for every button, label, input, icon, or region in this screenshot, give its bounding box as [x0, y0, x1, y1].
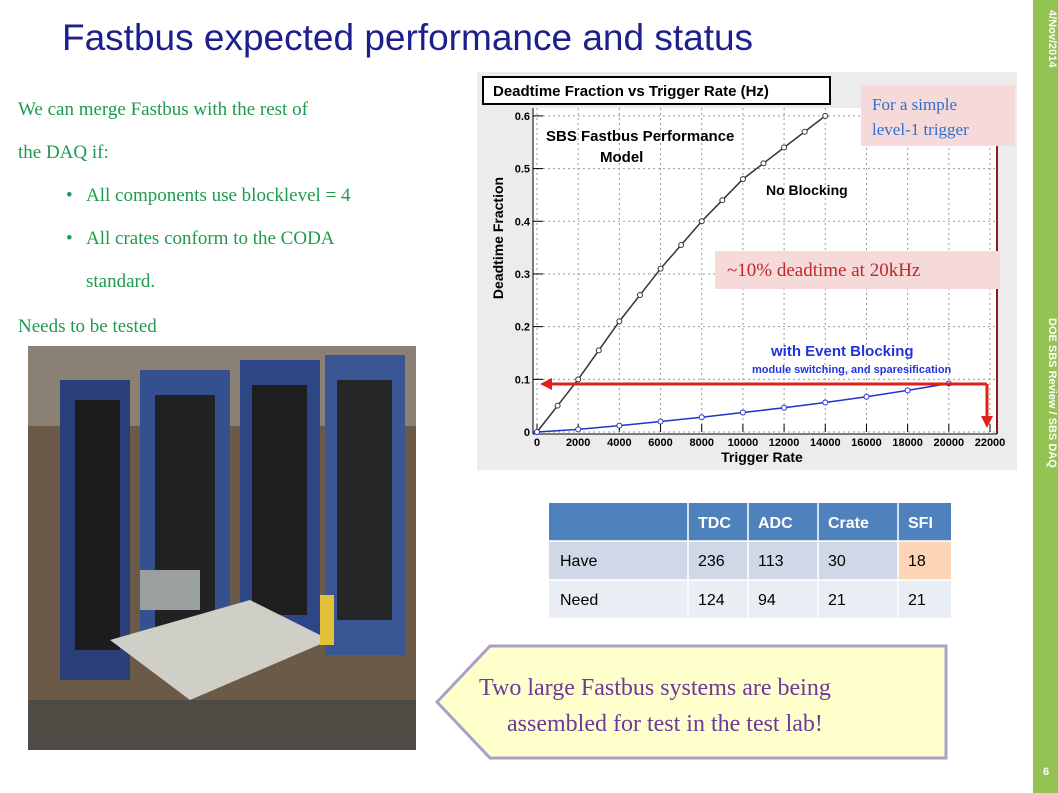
header-cell: SFI	[908, 515, 933, 532]
body-line: We can merge Fastbus with the rest of	[18, 99, 309, 120]
data-point	[575, 376, 582, 383]
data-point	[739, 409, 746, 416]
table-cell: 21	[908, 592, 926, 609]
table-cell: 94	[758, 592, 776, 609]
x-tick-label: 6000	[648, 437, 672, 449]
row-label: Need	[560, 592, 598, 609]
body-line: the DAQ if:	[18, 142, 109, 163]
chart-title: Deadtime Fraction vs Trigger Rate (Hz)	[493, 83, 769, 100]
body-footer: Needs to be tested	[18, 316, 157, 337]
trigger-callout-line: For a simple	[872, 95, 957, 114]
bullet-dot: •	[66, 185, 73, 206]
bullet-dot: •	[66, 228, 73, 249]
y-tick-label: 0.2	[515, 322, 530, 334]
data-point	[698, 414, 705, 421]
x-axis-label: Trigger Rate	[721, 449, 803, 465]
data-point	[904, 387, 911, 394]
chart-title-box	[482, 76, 831, 105]
trigger-callout	[861, 85, 1015, 146]
table-row	[549, 541, 951, 580]
x-tick-label: 18000	[892, 437, 923, 449]
data-point	[760, 160, 767, 167]
x-tick-label: 16000	[851, 437, 882, 449]
annotation: Model	[600, 149, 643, 166]
series-label: No Blocking	[766, 182, 848, 198]
series-label: with Event Blocking	[770, 343, 914, 360]
bullet-line: All components use blocklevel = 4	[86, 185, 351, 206]
x-tick-label: 0	[534, 437, 540, 449]
highlight-cell	[898, 541, 951, 580]
x-tick-label: 22000	[975, 437, 1006, 449]
bullet-line: All crates conform to the CODA	[86, 228, 335, 249]
y-tick-label: 0.6	[515, 111, 530, 123]
data-point	[698, 218, 705, 225]
data-point	[822, 399, 829, 406]
data-point	[801, 128, 808, 135]
table-row	[549, 580, 951, 618]
x-tick-label: 4000	[607, 437, 631, 449]
x-tick-label: 10000	[728, 437, 759, 449]
header-cell: Crate	[828, 515, 869, 532]
data-point	[616, 422, 623, 429]
data-point	[616, 318, 623, 325]
bottom-callout-line: assembled for test in the test lab!	[507, 711, 823, 737]
data-point	[657, 265, 664, 272]
data-point	[595, 347, 602, 354]
arrow-head	[981, 416, 993, 428]
trigger-callout-line: level-1 trigger	[872, 120, 969, 139]
slide-title: Fastbus expected performance and status	[62, 17, 753, 58]
table-cell: 124	[698, 592, 725, 609]
x-tick-label: 14000	[810, 437, 841, 449]
data-point	[534, 429, 540, 435]
deadtime-callout	[715, 251, 1000, 289]
table-cell: 30	[828, 553, 846, 570]
data-point	[863, 393, 870, 400]
arrow-head	[540, 378, 552, 390]
table-cell: 113	[758, 553, 784, 570]
table-cell: 236	[698, 553, 725, 570]
deadtime-callout-text: ~10% deadtime at 20kHz	[727, 260, 920, 281]
header-cell: TDC	[698, 515, 731, 532]
page-number: 6	[1043, 766, 1049, 778]
x-tick-label: 8000	[689, 437, 713, 449]
data-point	[719, 197, 726, 204]
data-point	[822, 112, 829, 119]
x-tick-label: 2000	[566, 437, 590, 449]
data-point	[657, 418, 664, 425]
data-point	[575, 426, 582, 433]
data-point	[781, 404, 788, 411]
row-label: Have	[560, 553, 597, 570]
y-tick-label: 0	[524, 427, 530, 439]
sidebar	[1033, 0, 1058, 793]
data-point	[554, 402, 561, 409]
y-tick-label: 0.4	[515, 216, 531, 228]
data-point	[678, 241, 685, 248]
table: TDC ADC Crate SFI Have 236 113 30 18 Need 124 94 21 2…	[549, 503, 951, 618]
table-cell: 21	[828, 592, 846, 609]
annotation: SBS Fastbus Performance	[546, 128, 734, 145]
sidebar-date: 4/Nov/2014	[1046, 10, 1058, 68]
data-point	[739, 176, 746, 183]
body-text: We can merge Fastbus with the rest of the…	[18, 99, 351, 337]
y-tick-label: 0.5	[515, 164, 530, 176]
bottom-callout	[434, 644, 948, 760]
photo	[28, 346, 416, 750]
header-cell: ADC	[758, 515, 793, 532]
x-tick-label: 20000	[934, 437, 965, 449]
y-tick-label: 0.1	[515, 374, 530, 386]
table-header	[549, 503, 951, 541]
bottom-callout-line: Two large Fastbus systems are being	[479, 675, 831, 701]
x-tick-label: 12000	[769, 437, 800, 449]
y-tick-label: 0.3	[515, 269, 530, 281]
sidebar-event: DOE SBS Review / SBS DAQ	[1046, 318, 1058, 468]
bullet-line: standard.	[86, 271, 155, 292]
data-point	[781, 144, 788, 151]
annotation: module switching, and sparesification	[752, 364, 952, 376]
data-point	[636, 292, 643, 299]
y-axis-label: Deadtime Fraction	[490, 177, 506, 299]
table-cell: 18	[908, 553, 926, 570]
